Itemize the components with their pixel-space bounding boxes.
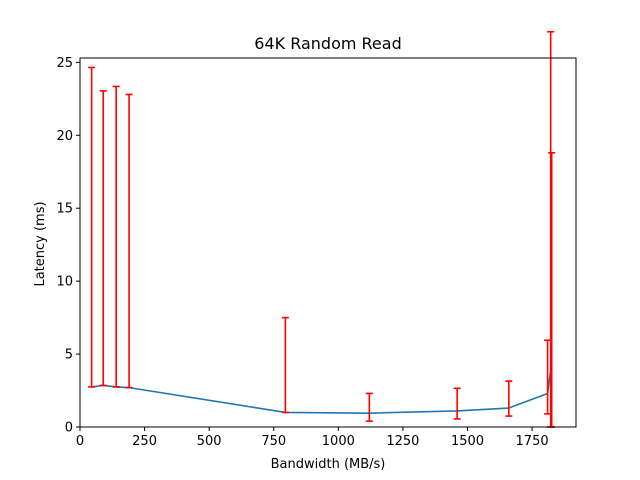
error-bar bbox=[88, 66, 96, 388]
x-tick-label: 750 bbox=[261, 434, 286, 449]
chart-title: 64K Random Read bbox=[254, 34, 401, 53]
error-bar bbox=[453, 387, 461, 420]
x-tick-label: 250 bbox=[132, 434, 157, 449]
error-bar bbox=[505, 380, 513, 417]
y-tick-label: 20 bbox=[56, 129, 73, 144]
x-tick-label: 1000 bbox=[322, 434, 355, 449]
y-tick-label: 25 bbox=[56, 56, 73, 71]
x-tick-label: 1250 bbox=[386, 434, 419, 449]
error-bar bbox=[281, 316, 289, 414]
x-tick-label: 0 bbox=[76, 434, 84, 449]
error-bar bbox=[365, 392, 373, 422]
y-tick-label: 5 bbox=[65, 348, 73, 363]
y-axis-ticks: 0 5 10 15 20 25 bbox=[56, 56, 80, 436]
axes-frame bbox=[79, 57, 577, 428]
y-tick-label: 15 bbox=[56, 202, 73, 217]
error-bar bbox=[99, 90, 107, 387]
error-bar bbox=[125, 93, 133, 389]
x-axis-ticks: 0 250 500 750 1000 1250 1500 1750 bbox=[76, 427, 549, 449]
y-axis-label: Latency (ms) bbox=[33, 201, 48, 286]
plot-area bbox=[79, 30, 577, 428]
y-tick-label: 10 bbox=[56, 275, 73, 290]
x-tick-label: 1750 bbox=[516, 434, 549, 449]
x-tick-label: 500 bbox=[197, 434, 222, 449]
x-tick-label: 1500 bbox=[451, 434, 484, 449]
error-bar bbox=[112, 85, 120, 388]
y-tick-label: 0 bbox=[65, 421, 73, 436]
x-axis-label: Bandwidth (MB/s) bbox=[271, 457, 386, 472]
